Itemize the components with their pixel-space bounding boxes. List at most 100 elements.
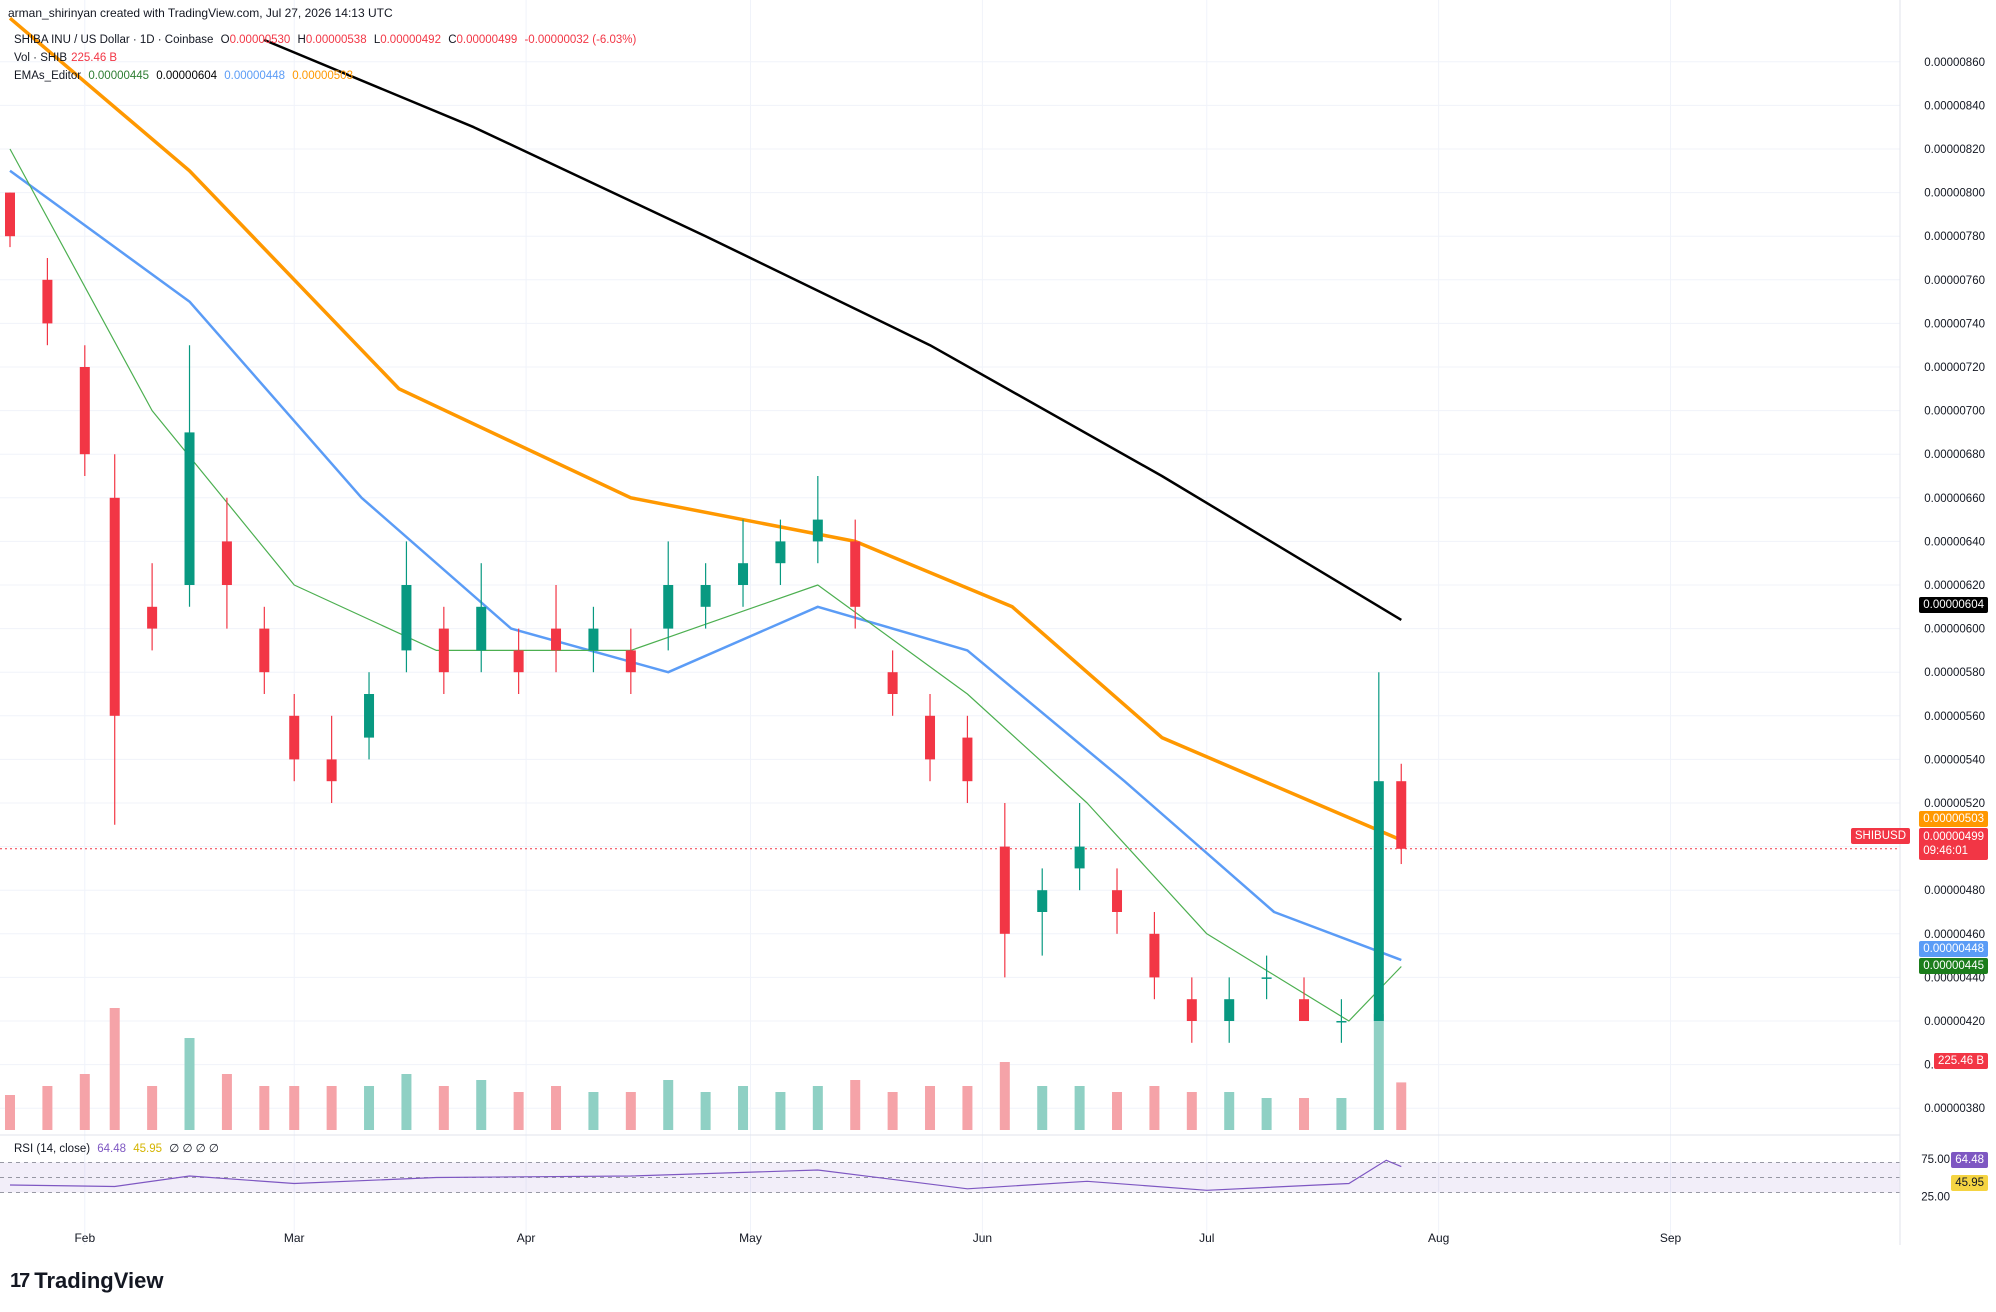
candle-body: [1074, 846, 1085, 869]
volume-bar: [812, 1086, 823, 1130]
candle-body: [364, 694, 375, 738]
candle-body: [812, 519, 823, 542]
candle-body: [476, 606, 487, 651]
rsi-ma-tag: 45.95: [1951, 1175, 1988, 1191]
candle-body: [221, 541, 232, 585]
rsi-tick-label: 75.00: [1921, 1154, 1950, 1166]
volume-bar: [184, 1038, 195, 1130]
candle-body: [147, 606, 158, 629]
volume-bar: [364, 1086, 375, 1130]
ema200-tag: 0.00000604: [1919, 597, 1988, 613]
candle-body: [663, 585, 674, 629]
volume-bar: [1037, 1086, 1048, 1130]
time-tick-label: Feb: [74, 1231, 95, 1245]
candle-body: [513, 650, 524, 673]
volume-bar: [326, 1086, 337, 1130]
ema50-value: 0.00000448: [224, 70, 286, 82]
candle-body: [79, 367, 90, 455]
candle-body: [625, 650, 636, 673]
candle-body: [42, 279, 53, 324]
time-tick-label: Jun: [973, 1231, 992, 1245]
price-tick-label: 0.00000640: [1924, 536, 1985, 548]
ema100-tag: 0.00000503: [1919, 811, 1988, 827]
price-tick-label: 0.00000840: [1924, 100, 1985, 112]
rsi-legend[interactable]: RSI (14, close) 64.48 45.95 ∅ ∅ ∅ ∅: [14, 1143, 219, 1155]
candle-body: [1396, 781, 1407, 849]
volume-bar: [999, 1062, 1010, 1130]
ema-legend[interactable]: EMAs_Editor 0.00000445 0.00000604 0.0000…: [14, 70, 353, 82]
candle-body: [259, 628, 270, 673]
time-tick-label: May: [739, 1231, 762, 1245]
volume-bar: [401, 1074, 412, 1130]
ema20-tag: 0.00000445: [1919, 958, 1988, 974]
candle-body: [962, 737, 973, 782]
volume-bar: [962, 1086, 973, 1130]
volume-bar: [625, 1092, 636, 1130]
candle-body: [109, 497, 120, 716]
volume-bar: [1261, 1098, 1272, 1130]
candle-body: [326, 759, 337, 782]
volume-bar: [259, 1086, 270, 1130]
candle-body: [1112, 890, 1123, 912]
volume-bar: [221, 1074, 232, 1130]
close-value: 0.00000499: [456, 34, 518, 46]
volume-bar: [1299, 1098, 1310, 1130]
candle-body: [588, 628, 599, 651]
time-tick-label: Mar: [284, 1231, 305, 1245]
price-tick-label: 0.00000440: [1924, 972, 1985, 984]
low-value: 0.00000492: [380, 34, 441, 46]
volume-bar: [588, 1092, 599, 1130]
candle-body: [925, 715, 936, 760]
ema-lines: [0, 16, 1900, 1022]
candle-body: [438, 628, 449, 673]
volume-bar: [1112, 1092, 1123, 1130]
volume-bar: [1373, 1014, 1384, 1130]
volume-bar: [738, 1086, 749, 1130]
time-tick-label: Aug: [1428, 1231, 1449, 1245]
candle-body: [1186, 999, 1197, 1021]
candle-body: [1224, 999, 1235, 1021]
price-tick-label: 0.00000740: [1924, 318, 1985, 330]
ema50-tag: 0.00000448: [1919, 941, 1988, 957]
candle-body: [1373, 781, 1384, 1021]
chart-grid: [0, 0, 1900, 1245]
attribution-header: arman_shirinyan created with TradingView…: [8, 6, 393, 20]
time-tick-label: Sep: [1660, 1231, 1682, 1245]
candle-body: [401, 585, 412, 651]
volume-bar: [513, 1092, 524, 1130]
volume-bar: [438, 1086, 449, 1130]
price-tick-label: 0.00000380: [1924, 1103, 1985, 1115]
volume-bar: [289, 1086, 300, 1130]
price-tick-label: 0.00000520: [1924, 798, 1985, 810]
volume-bar: [109, 1008, 120, 1130]
volume-bar: [476, 1080, 487, 1130]
symbol-tag: SHIBUSD: [1850, 828, 1910, 844]
volume-bar: [79, 1074, 90, 1130]
candle-body: [738, 563, 749, 585]
tradingview-logo[interactable]: 17 TradingView: [10, 1268, 164, 1293]
candle-body: [775, 541, 786, 564]
time-tick-label: Jul: [1199, 1231, 1214, 1245]
candle-body: [5, 192, 15, 237]
high-value: 0.00000538: [305, 34, 367, 46]
volume-bar: [5, 1095, 15, 1130]
tradingview-logo-icon: 17: [10, 1269, 30, 1292]
price-tick-label: 0.00000800: [1924, 188, 1985, 200]
volume-value: 225.46 B: [71, 52, 118, 64]
symbol-name[interactable]: SHIBA INU / US Dollar · 1D · Coinbase: [14, 34, 214, 46]
rsi-band: [0, 1162, 1900, 1193]
candle-body: [184, 432, 195, 585]
candle-body: [1037, 890, 1048, 912]
volume-bar: [700, 1092, 711, 1130]
candle-body: [999, 846, 1010, 934]
price-tick-label: 0.00000620: [1924, 580, 1985, 592]
volume-bar: [1149, 1086, 1160, 1130]
symbol-legend[interactable]: SHIBA INU / US Dollar · 1D · Coinbase O0…: [14, 34, 637, 46]
ema50-line: [9, 169, 1402, 962]
volume-bar: [1396, 1082, 1407, 1130]
ema20-line: [9, 148, 1402, 1022]
volume-bars: [5, 1008, 1407, 1130]
candle-body: [1261, 977, 1272, 979]
volume-legend[interactable]: Vol · SHIB 225.46 B: [14, 52, 118, 64]
